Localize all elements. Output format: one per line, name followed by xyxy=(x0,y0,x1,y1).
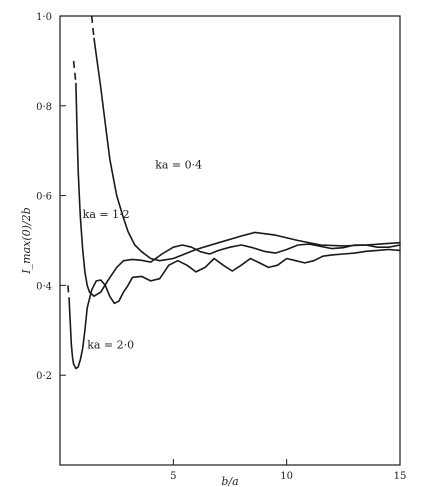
series-1-dashed-start xyxy=(72,60,77,84)
series-line-2 xyxy=(68,248,401,370)
y-tick-label: 0·8 xyxy=(36,102,52,113)
y-tick-label: 0·4 xyxy=(36,281,52,292)
series-label-ka-0-4: ka = 0·4 xyxy=(155,159,202,172)
y-tick-label: 1·0 xyxy=(36,12,52,23)
x-axis-label: b/a xyxy=(221,475,238,487)
series-line-0 xyxy=(93,37,401,262)
series-label-ka-2-0: ka = 2·0 xyxy=(87,338,134,351)
series-0-dashed-start xyxy=(90,15,95,39)
y-tick-label: 0·2 xyxy=(36,371,52,382)
y-tick-label: 0·6 xyxy=(36,192,52,203)
series-2-dashed-start xyxy=(67,285,70,299)
x-tick-label: 15 xyxy=(394,471,407,482)
plot-frame xyxy=(59,15,401,466)
x-tick-label: 5 xyxy=(170,471,176,482)
series-group xyxy=(67,15,401,370)
y-axis-label: I_max(0)/2b xyxy=(20,207,33,274)
x-tick-label: 10 xyxy=(280,471,293,482)
axis-ticks: 5 10 15 0·2 0·4 0·6 0·8 1·0 xyxy=(36,12,406,482)
series-label-ka-1-2: ka = 1·2 xyxy=(83,208,130,221)
series-line-1 xyxy=(75,82,401,297)
